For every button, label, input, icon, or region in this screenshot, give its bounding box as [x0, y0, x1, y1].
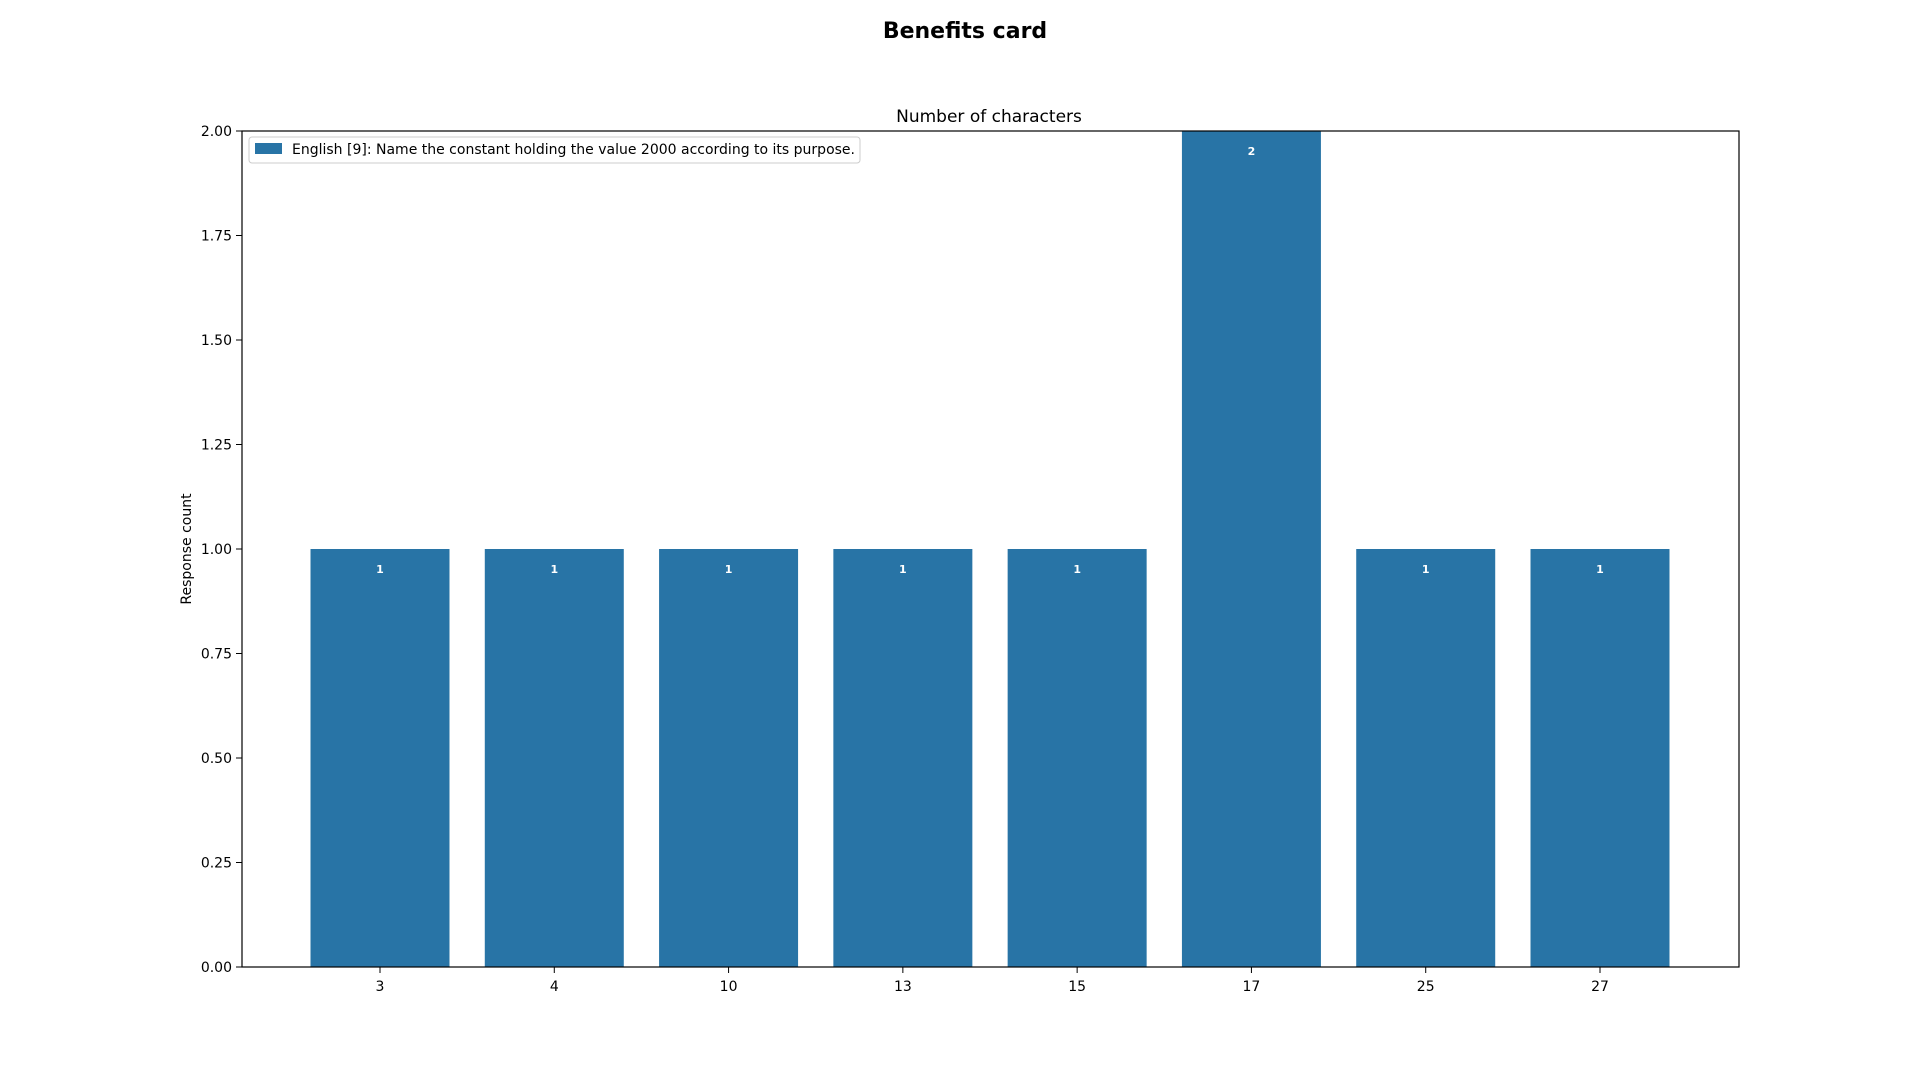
y-axis: 0.00 0.25 0.50 0.75 1.00 1.25 1.50 1.75 2.00: [201, 124, 242, 976]
y-tick-label: 2.00: [201, 124, 232, 140]
y-tick-label: 1.25: [201, 438, 232, 454]
data-labels-layer: 1 1 1 1 1 2 1 1: [376, 145, 1604, 576]
legend-swatch: [255, 143, 282, 154]
x-axis: 3 4 10 13 15 17 25 27: [376, 967, 1609, 995]
data-label-15: 1: [1073, 563, 1081, 576]
bar-10: [659, 549, 799, 967]
figure-suptitle: Benefits card: [883, 19, 1047, 44]
x-tick-label: 10: [720, 979, 738, 995]
bar-4: [484, 549, 624, 967]
y-tick-label: 0.00: [201, 960, 232, 976]
data-label-27: 1: [1596, 563, 1604, 576]
legend: English [9]: Name the constant holding t…: [248, 136, 861, 164]
data-label-25: 1: [1422, 563, 1430, 576]
y-tick-label: 1.50: [201, 333, 232, 349]
bar-3: [310, 549, 450, 967]
x-tick-label: 25: [1417, 979, 1435, 995]
bar-15: [1007, 549, 1147, 967]
y-tick-label: 1.00: [201, 542, 232, 558]
data-label-4: 1: [550, 563, 558, 576]
x-tick-label: 3: [376, 979, 385, 995]
plot-frame: [241, 130, 1740, 968]
bar-25: [1356, 549, 1496, 967]
bar-27: [1530, 549, 1670, 967]
y-tick-label: 0.25: [201, 856, 232, 872]
data-label-3: 1: [376, 563, 384, 576]
x-tick-label: 27: [1591, 979, 1609, 995]
data-label-17: 2: [1248, 145, 1256, 158]
x-tick-label: 4: [550, 979, 559, 995]
chart-title: Number of characters: [896, 107, 1082, 127]
bar-17: [1181, 131, 1321, 967]
y-axis-label: Response count: [179, 493, 195, 605]
bars-layer: [310, 131, 1670, 967]
y-tick-label: 0.75: [201, 647, 232, 663]
data-label-13: 1: [899, 563, 907, 576]
x-tick-label: 17: [1243, 979, 1261, 995]
legend-box: [248, 136, 861, 164]
bar-13: [833, 549, 973, 967]
y-tick-label: 1.75: [201, 229, 232, 245]
legend-label: English [9]: Name the constant holding t…: [292, 142, 855, 158]
data-label-10: 1: [725, 563, 733, 576]
x-tick-label: 13: [894, 979, 912, 995]
x-tick-label: 15: [1068, 979, 1086, 995]
y-tick-label: 0.50: [201, 751, 232, 767]
